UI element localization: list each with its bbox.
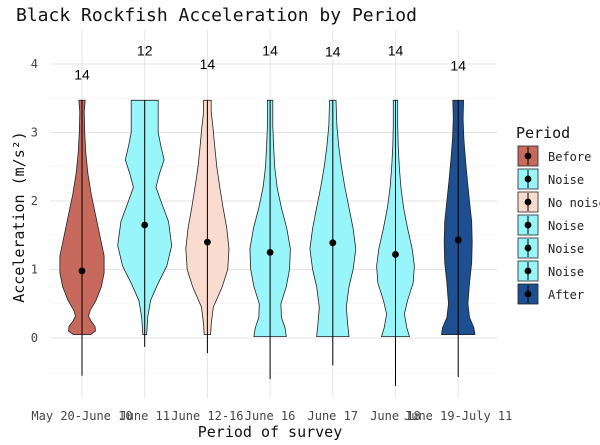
legend-key-point [524, 152, 532, 160]
y-tick-label: 3 [31, 126, 38, 140]
x-tick-label: May 20-June 10 [31, 409, 132, 423]
legend-item: Noise [517, 168, 584, 190]
y-tick-label: 2 [31, 194, 38, 208]
mean-point [78, 267, 86, 275]
count-label: 14 [74, 66, 90, 82]
legend-key-point [524, 244, 532, 252]
x-tick-label: June 17 [308, 409, 359, 423]
legend-label: Noise [548, 265, 584, 279]
mean-point [204, 238, 211, 246]
legend-label: After [548, 288, 584, 302]
violins: 14 12 14 14 14 14 14 [59, 42, 476, 386]
y-tick-labels: 0 1 2 3 4 [31, 57, 38, 345]
legend-label: No noise [548, 196, 600, 210]
x-tick-label: June 19-July 11 [404, 409, 512, 423]
violin-group: 14 [376, 42, 415, 386]
count-label: 14 [388, 42, 404, 58]
violin-group: 14 [441, 57, 476, 378]
count-label: 14 [200, 56, 216, 72]
legend-key-point [524, 267, 532, 275]
violin-group: 14 [249, 42, 291, 380]
x-axis-title: Period of survey [198, 423, 343, 441]
chart-title: Black Rockfish Acceleration by Period [16, 5, 417, 26]
y-axis-title: Acceleration (m/s²) [10, 131, 28, 303]
x-tick-label: June 11 [119, 409, 170, 423]
legend-key-point [524, 175, 532, 183]
mean-point [141, 221, 149, 229]
legend-label: Noise [548, 242, 584, 256]
legend-title: Period [516, 124, 570, 142]
y-tick-label: 1 [31, 263, 38, 277]
mean-point [266, 248, 274, 256]
count-label: 14 [262, 42, 278, 58]
legend-item: No noise [517, 191, 600, 213]
legend-key-point [524, 198, 532, 206]
legend-label: Noise [548, 173, 584, 187]
x-tick-label: June 18 [370, 409, 421, 423]
legend-key-point [524, 221, 532, 229]
mean-point [392, 251, 399, 258]
x-tick-label: June 16 [245, 409, 296, 423]
legend-item: Noise [517, 214, 584, 236]
legend: Period Before Noise No noise Noise Noise Noise… [516, 124, 600, 305]
violin-group: 12 [117, 42, 173, 347]
count-label: 14 [450, 57, 466, 73]
legend-item: Noise [517, 237, 584, 259]
count-label: 14 [325, 44, 341, 60]
count-label: 12 [137, 42, 153, 58]
legend-key-point [524, 290, 532, 298]
legend-item: After [517, 283, 584, 305]
y-tick-label: 0 [31, 331, 38, 345]
y-tick-label: 4 [31, 57, 38, 71]
violin-group: 14 [59, 66, 105, 376]
legend-label: Noise [548, 219, 584, 233]
legend-label: Before [548, 150, 591, 164]
violin-group: 14 [309, 44, 357, 366]
violin-group: 14 [185, 56, 230, 354]
x-tick-label: June 12-16 [171, 409, 243, 423]
mean-point [454, 236, 462, 244]
mean-point [329, 239, 337, 247]
legend-item: Noise [517, 260, 584, 282]
legend-item: Before [517, 145, 591, 167]
